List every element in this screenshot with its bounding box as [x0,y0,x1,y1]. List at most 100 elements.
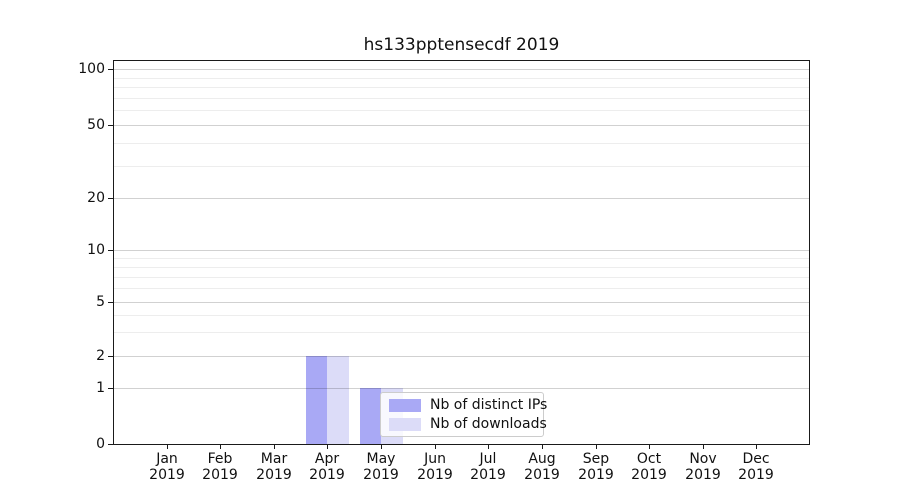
plot-area [113,60,810,444]
x-tick-month: Nov [689,451,717,467]
x-tick-month: Feb [207,451,233,467]
y-tick-mark [108,302,113,303]
gridline-minor [114,166,809,167]
x-tick-year: 2019 [309,467,345,483]
x-tick-label: Apr 2019 [287,451,367,483]
x-tick-mark [435,445,436,449]
x-tick-mark [220,445,221,449]
y-tick-mark [108,356,113,357]
x-tick-label: Oct 2019 [609,451,689,483]
x-tick-year: 2019 [578,467,614,483]
legend-label: Nb of downloads [430,415,547,432]
y-tick-mark [108,125,113,126]
x-tick-label: Mar 2019 [234,451,314,483]
y-tick-mark [108,69,113,70]
x-tick-label: Jun 2019 [395,451,475,483]
x-tick-label: Nov 2019 [663,451,743,483]
gridline-major [114,125,809,126]
x-tick-label: Sep 2019 [556,451,636,483]
x-tick-month: Aug [528,451,556,467]
y-tick-mark [108,250,113,251]
y-tick-mark [108,198,113,199]
x-tick-month: Jul [479,451,497,467]
x-tick-month: Jan [156,451,178,467]
gridline-major [114,198,809,199]
y-tick-label: 50 [87,117,105,133]
y-tick-label: 1 [96,380,105,396]
gridline-major [114,356,809,357]
gridline-minor [114,267,809,268]
y-tick-label: 100 [78,61,105,77]
gridline-minor [114,143,809,144]
legend-entry-distinct-ips: Nb of distinct IPs [389,397,547,413]
x-tick-year: 2019 [149,467,185,483]
bar-nb-of-distinct-ips [359,388,382,444]
gridline-major [114,388,809,389]
x-tick-mark [703,445,704,449]
gridline-minor [114,315,809,316]
legend-entry-downloads: Nb of downloads [389,416,547,432]
x-tick-label: Jan 2019 [127,451,207,483]
x-tick-month: Dec [742,451,770,467]
x-tick-label: Aug 2019 [502,451,582,483]
x-tick-month: Mar [260,451,288,467]
bar-nb-of-distinct-ips [305,356,328,444]
x-tick-mark [327,445,328,449]
x-tick-year: 2019 [738,467,774,483]
x-tick-year: 2019 [256,467,292,483]
x-tick-label: May 2019 [341,451,421,483]
x-tick-label: Jul 2019 [448,451,528,483]
y-tick-label: 20 [87,190,105,206]
y-tick-label: 0 [96,436,105,452]
gridline-major [114,69,809,70]
x-tick-month: May [366,451,396,467]
x-tick-mark [542,445,543,449]
x-tick-year: 2019 [524,467,560,483]
x-tick-mark [167,445,168,449]
legend: Nb of distinct IPs Nb of downloads [380,392,547,437]
top-spine [113,60,810,61]
right-spine [809,60,810,445]
y-tick-label: 2 [96,348,105,364]
gridline-minor [114,87,809,88]
x-tick-label: Feb 2019 [180,451,260,483]
y-tick-mark [108,444,113,445]
legend-label: Nb of distinct IPs [430,396,548,413]
x-tick-mark [756,445,757,449]
gridline-minor [114,277,809,278]
x-tick-month: Sep [582,451,610,467]
gridline-minor [114,78,809,79]
x-tick-year: 2019 [363,467,399,483]
left-spine [113,60,114,445]
x-tick-year: 2019 [417,467,453,483]
x-tick-year: 2019 [202,467,238,483]
x-tick-mark [596,445,597,449]
x-tick-mark [488,445,489,449]
x-tick-mark [274,445,275,449]
x-tick-month: Oct [636,451,662,467]
y-tick-label: 10 [87,242,105,258]
x-tick-mark [381,445,382,449]
legend-swatch-downloads [389,417,421,431]
bar-nb-of-downloads [327,356,349,444]
gridline-major [114,302,809,303]
gridline-minor [114,98,809,99]
gridline-minor [114,258,809,259]
x-tick-label: Dec 2019 [716,451,796,483]
legend-swatch-distinct-ips [389,398,421,412]
x-tick-month: Apr [314,451,340,467]
y-tick-mark [108,388,113,389]
x-tick-mark [649,445,650,449]
gridline-minor [114,110,809,111]
gridline-major [114,250,809,251]
gridline-minor [114,332,809,333]
gridline-minor [114,288,809,289]
x-tick-year: 2019 [631,467,667,483]
chart-title: hs133pptensecdf 2019 [363,35,560,55]
y-tick-label: 5 [96,294,105,310]
x-axis-line [113,444,810,445]
x-tick-year: 2019 [470,467,506,483]
x-tick-month: Jun [424,451,446,467]
x-tick-year: 2019 [685,467,721,483]
